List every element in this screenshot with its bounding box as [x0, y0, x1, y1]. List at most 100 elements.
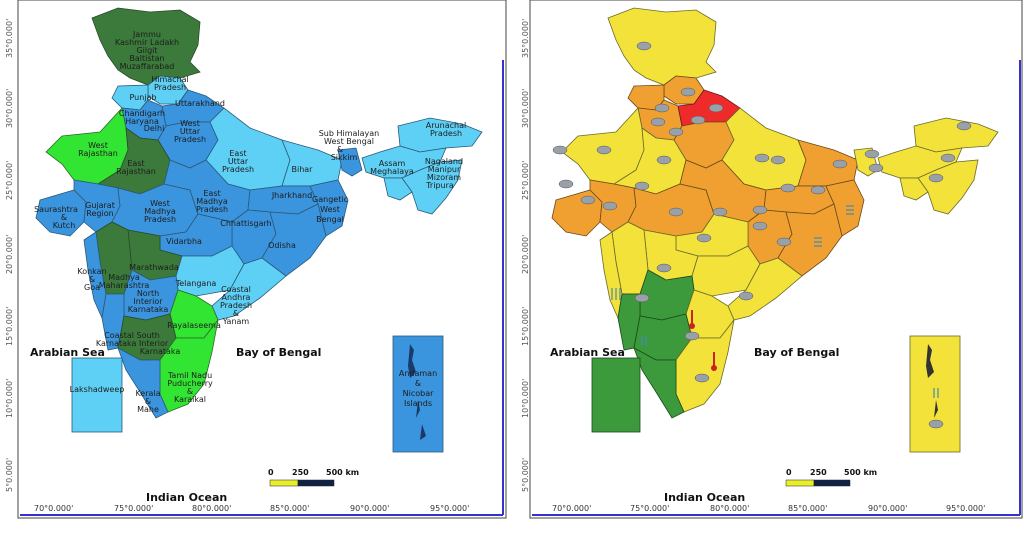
lon-label-90: 90°0.000'	[350, 504, 390, 513]
r-scale-bar-seg2	[813, 479, 851, 487]
svg-text:Konkan: Konkan	[77, 267, 106, 276]
arabian-sea-label: Arabian Sea	[30, 346, 105, 359]
lakshadweep-inset	[71, 357, 123, 433]
svg-text:Pradesh: Pradesh	[196, 205, 228, 214]
lat-label-10: 10°0.000'	[5, 378, 14, 418]
r-lat-label-25: 25°0.000'	[521, 160, 530, 200]
r-arabian-sea-label: Arabian Sea	[550, 346, 625, 359]
svg-text:Kashmir Ladakh: Kashmir Ladakh	[115, 38, 179, 47]
svg-text:Arunachal: Arunachal	[426, 121, 466, 130]
lat-label-25: 25°0.000'	[5, 160, 14, 200]
svg-text:&: &	[337, 145, 343, 154]
lat-label-20: 20°0.000'	[5, 234, 14, 274]
svg-text:Lakshadweep: Lakshadweep	[70, 385, 125, 394]
svg-text:Odisha: Odisha	[268, 241, 296, 250]
svg-text:Rajasthan: Rajasthan	[116, 167, 156, 176]
svg-text:Andhra: Andhra	[222, 293, 251, 302]
svg-text:Madhya: Madhya	[196, 197, 228, 206]
lat-label-15: 15°0.000'	[5, 306, 14, 346]
svg-text:Vidarbha: Vidarbha	[166, 237, 202, 246]
left-map-svg: Jammu Kashmir Ladakh Gilgit Baltistan Mu…	[17, 0, 507, 519]
svg-text:Coastal South: Coastal South	[104, 331, 160, 340]
svg-text:Karnataka: Karnataka	[140, 347, 181, 356]
r-region-jk	[607, 7, 717, 86]
r-lon-label-75: 75°0.000'	[630, 504, 670, 513]
svg-text:Tamil Nadu: Tamil Nadu	[167, 371, 212, 380]
svg-text:Pradesh: Pradesh	[144, 215, 176, 224]
region-ne-west	[383, 177, 413, 201]
svg-text:Gujarat: Gujarat	[85, 201, 115, 210]
svg-text:Meghalaya: Meghalaya	[370, 167, 414, 176]
svg-text:Nicobar: Nicobar	[403, 389, 434, 398]
svg-text:Chandigarh: Chandigarh	[119, 109, 165, 118]
scale-label-0: 0	[268, 468, 274, 477]
indian-ocean-label: Indian Ocean	[146, 491, 228, 504]
right-map-panel: Arabian Sea Bay of Bengal Indian Ocean 0…	[512, 0, 1024, 520]
svg-text:Sikkim: Sikkim	[331, 153, 358, 162]
svg-text:Haryana: Haryana	[125, 117, 159, 126]
svg-text:&: &	[415, 379, 421, 388]
svg-text:&: &	[145, 397, 151, 406]
svg-text:Kutch: Kutch	[53, 221, 76, 230]
scale-label-250: 250	[292, 468, 309, 477]
r-lakshadweep-inset	[591, 357, 641, 433]
heat-wave-icon	[689, 310, 717, 371]
lat-label-35: 35°0.000'	[5, 18, 14, 58]
svg-text:Bihar: Bihar	[292, 165, 314, 174]
svg-text:Islands: Islands	[404, 399, 432, 408]
bay-of-bengal-label: Bay of Bengal	[236, 346, 322, 359]
svg-text:Mahe: Mahe	[137, 405, 159, 414]
svg-text:Delhi: Delhi	[144, 124, 165, 133]
svg-text:Muzaffarabad: Muzaffarabad	[120, 62, 175, 71]
svg-text:Chhattisgarh: Chhattisgarh	[220, 219, 272, 228]
svg-text:Coastal: Coastal	[221, 285, 251, 294]
r-andaman-inset	[909, 335, 961, 453]
svg-text:Karnataka Interior: Karnataka Interior	[96, 339, 169, 348]
svg-text:Nagaland: Nagaland	[425, 157, 463, 166]
left-map-panel: Jammu Kashmir Ladakh Gilgit Baltistan Mu…	[0, 0, 508, 520]
svg-text:Marathwada: Marathwada	[129, 263, 179, 272]
r-region-kerala	[633, 347, 685, 419]
r-lon-label-85: 85°0.000'	[788, 504, 828, 513]
svg-text:Puducherry: Puducherry	[167, 379, 213, 388]
svg-text:Madhya: Madhya	[144, 207, 176, 216]
svg-text:Rayalaseema: Rayalaseema	[167, 321, 221, 330]
svg-text:West: West	[88, 141, 108, 150]
r-region-ne-west	[899, 177, 929, 201]
svg-text:Sub Himalayan: Sub Himalayan	[319, 129, 380, 138]
thunderstorm-icon	[552, 41, 972, 429]
svg-text:Kerala: Kerala	[135, 389, 160, 398]
region-odisha	[261, 203, 327, 277]
lon-label-95: 95°0.000'	[430, 504, 470, 513]
svg-text:Pradesh: Pradesh	[222, 165, 254, 174]
svg-text:Assam: Assam	[379, 159, 406, 168]
svg-text:Himachal: Himachal	[151, 75, 189, 84]
r-lon-label-70: 70°0.000'	[552, 504, 592, 513]
lat-label-30: 30°0.000'	[5, 88, 14, 128]
svg-text:Telangana: Telangana	[175, 279, 217, 288]
svg-text:Goa: Goa	[84, 283, 100, 292]
scale-bar-seg1	[269, 479, 299, 487]
svg-text:West: West	[320, 205, 340, 214]
svg-text:Punjab: Punjab	[129, 93, 156, 102]
svg-text:&: &	[233, 309, 239, 318]
svg-text:&: &	[89, 275, 95, 284]
lat-label-5: 5°0.000'	[5, 457, 14, 492]
r-lon-label-90: 90°0.000'	[868, 504, 908, 513]
svg-text:&: &	[61, 213, 67, 222]
lon-label-75: 75°0.000'	[114, 504, 154, 513]
r-lat-label-35: 35°0.000'	[521, 18, 530, 58]
r-lon-label-95: 95°0.000'	[946, 504, 986, 513]
r-lon-label-80: 80°0.000'	[710, 504, 750, 513]
r-lat-label-5: 5°0.000'	[521, 457, 530, 492]
svg-text:Gilgit: Gilgit	[136, 46, 157, 55]
svg-text:Pradesh: Pradesh	[430, 129, 462, 138]
svg-text:Manipur: Manipur	[428, 165, 461, 174]
svg-text:Region: Region	[86, 209, 113, 218]
svg-text:Interior: Interior	[133, 297, 163, 306]
svg-text:West: West	[180, 119, 200, 128]
region-kerala	[117, 347, 169, 419]
svg-text:Yanam: Yanam	[222, 317, 250, 326]
svg-text:Karnataka: Karnataka	[128, 305, 169, 314]
r-scale-label-0: 0	[786, 468, 792, 477]
